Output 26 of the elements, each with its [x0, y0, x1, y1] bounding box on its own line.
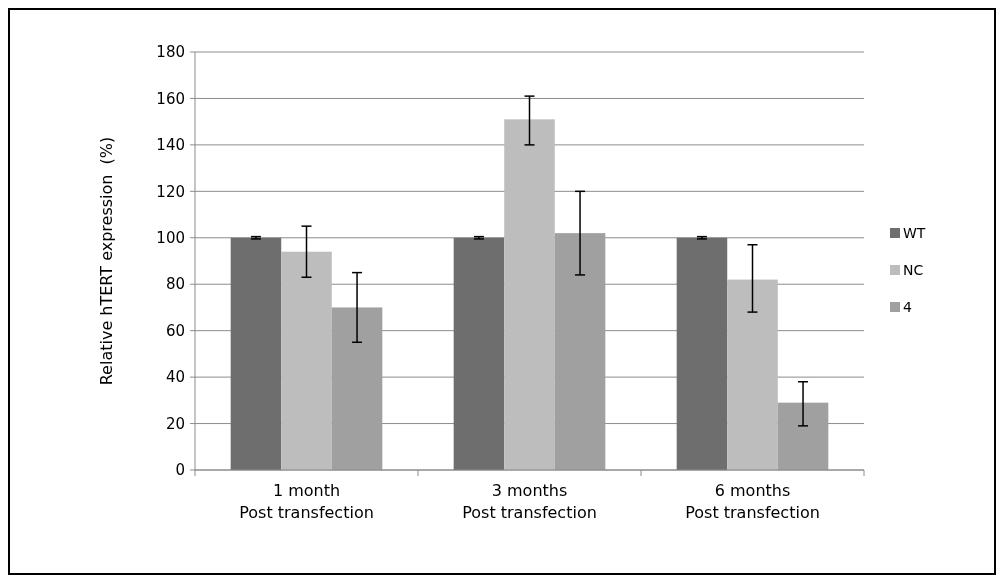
- y-tick-label: 0: [175, 461, 185, 480]
- y-tick-label: 40: [165, 368, 185, 387]
- y-tick-label: 140: [156, 136, 185, 155]
- y-tick-label: 100: [156, 229, 185, 248]
- bar: [777, 402, 829, 470]
- y-axis-title: Relative hTERT expression (%): [97, 136, 116, 386]
- bar: [331, 307, 383, 470]
- y-tick-label: 180: [156, 43, 185, 62]
- x-tick-label: 3 months Post transfection: [462, 481, 597, 522]
- y-tick-label: 20: [165, 414, 185, 433]
- y-tick-label: 120: [156, 182, 185, 201]
- bar: [727, 279, 778, 470]
- bar: [554, 233, 606, 470]
- bar: [676, 237, 728, 470]
- legend-label: 4: [903, 298, 912, 315]
- y-tick-label: 60: [165, 321, 185, 340]
- x-tick-label: 6 months Post transfection: [685, 481, 820, 522]
- bar: [230, 237, 282, 470]
- x-tick-label: 1 month Post transfection: [239, 481, 374, 522]
- y-tick-label: 160: [156, 89, 185, 108]
- bar: [453, 237, 505, 470]
- legend-label: WT: [903, 224, 926, 241]
- y-tick-label: 80: [165, 275, 185, 294]
- bar: [504, 119, 555, 470]
- legend-label: NC: [903, 261, 924, 278]
- bar: [281, 251, 332, 470]
